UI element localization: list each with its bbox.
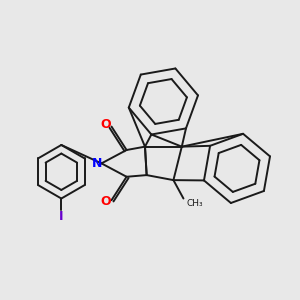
- Text: CH₃: CH₃: [187, 199, 203, 208]
- Text: O: O: [100, 195, 111, 208]
- Text: O: O: [100, 118, 111, 131]
- Text: N: N: [92, 157, 103, 170]
- Text: I: I: [59, 210, 64, 224]
